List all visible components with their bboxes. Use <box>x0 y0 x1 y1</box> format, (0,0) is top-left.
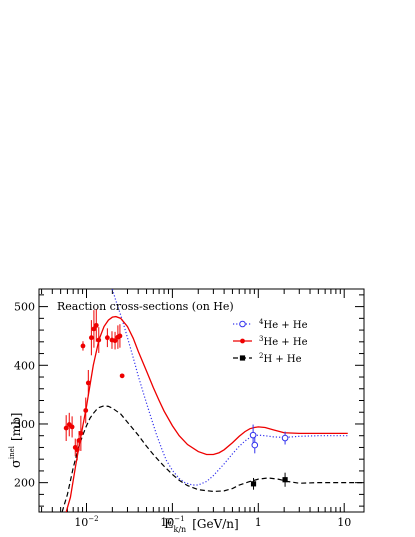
data-points <box>63 308 289 490</box>
data-point-series-2 <box>282 477 288 483</box>
legend: 4He + He 3He + He 2H + He <box>233 318 308 365</box>
svg-text:σinel[mb]: σinel [mb] <box>8 413 24 468</box>
legend-marker-1 <box>240 338 245 344</box>
y-tick-label: 300 <box>14 418 35 431</box>
x-axis: 10−2 10−1 1 10 <box>41 289 351 529</box>
data-point-series-1 <box>74 447 80 453</box>
x-axis-symbol: E <box>164 517 174 532</box>
x-tick-label: 10−1 <box>160 515 184 529</box>
chart-title: Reaction cross-sections (on He) <box>57 300 234 313</box>
legend-marker-0 <box>239 320 246 328</box>
data-point-series-1 <box>117 333 123 339</box>
data-point-series-1 <box>112 338 118 344</box>
x-tick-label: 10−2 <box>74 515 98 529</box>
data-point-series-1 <box>85 380 91 386</box>
data-point-series-1 <box>83 408 89 413</box>
legend-label-0: 4He + He <box>259 318 308 331</box>
svg-text:Ek/n[GeV/n]: Ek/n [GeV/n] <box>164 517 239 534</box>
data-point-series-0 <box>281 434 289 442</box>
data-point-series-1 <box>63 425 69 431</box>
data-point-series-1 <box>78 430 84 436</box>
data-point-series-1 <box>69 424 75 430</box>
x-axis-subscript: k/n <box>174 525 187 534</box>
series-curve-1 <box>65 315 348 512</box>
data-point-series-0 <box>251 441 259 449</box>
series-curve-2 <box>61 405 364 512</box>
legend-label-1: 3He + He <box>259 335 308 348</box>
legend-marker-2 <box>239 355 246 361</box>
data-point-series-1 <box>96 337 102 343</box>
legend-label-2: 2H + He <box>259 352 302 365</box>
y-axis-unit: [mb] <box>9 413 23 441</box>
data-point-series-1 <box>93 322 99 328</box>
y-axis-label: σinel [mb] <box>8 413 24 468</box>
data-point-series-1 <box>88 335 94 341</box>
x-axis-unit: [GeV/n] <box>192 517 239 531</box>
y-axis: 200 300 400 500 <box>14 294 364 507</box>
data-point-series-1 <box>91 326 97 332</box>
data-point-series-1 <box>80 343 86 349</box>
y-tick-label: 200 <box>14 477 35 490</box>
model-curves <box>61 289 364 512</box>
data-point-series-0 <box>249 431 257 439</box>
data-point-series-2 <box>250 481 257 487</box>
y-axis-superscript: inel <box>8 445 16 459</box>
x-tick-label: 10 <box>337 516 351 529</box>
y-tick-label: 500 <box>14 301 35 314</box>
y-axis-symbol: σ <box>9 459 24 468</box>
data-point-series-1 <box>119 373 125 379</box>
x-axis-label: Ek/n [GeV/n] <box>164 517 239 534</box>
data-point-series-1 <box>104 335 110 341</box>
series-curve-0 <box>111 289 348 486</box>
data-point-series-1 <box>76 438 82 443</box>
y-tick-label: 400 <box>14 359 35 372</box>
x-tick-label: 1 <box>255 516 262 529</box>
